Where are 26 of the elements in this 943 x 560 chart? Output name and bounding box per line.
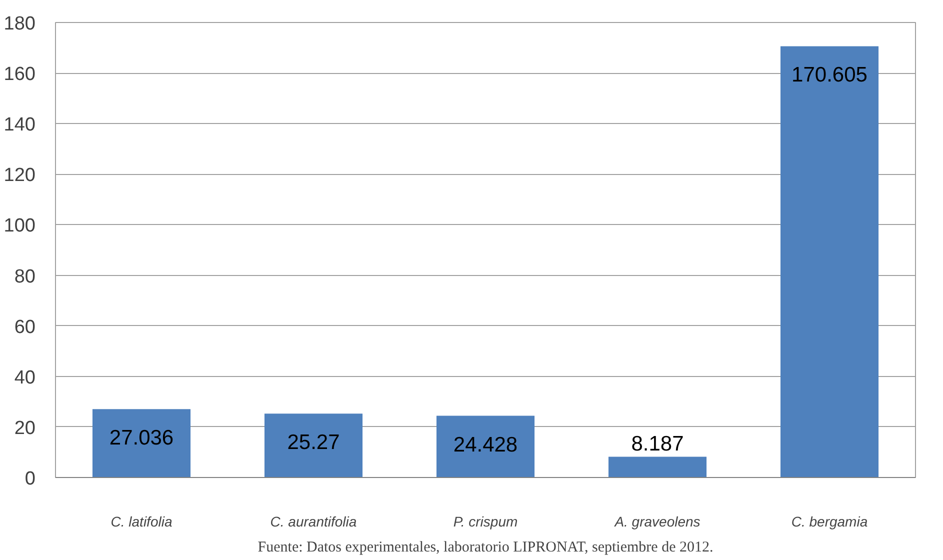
bar <box>436 416 535 478</box>
x-tick-label: C. aurantifolia <box>270 514 357 530</box>
data-label: 27.036 <box>109 426 174 450</box>
x-tick-label: C. bergamia <box>791 514 868 530</box>
source-note: Fuente: Datos experimentales, laboratorio LIPRONAT, septiembre de 2012. <box>258 540 714 556</box>
bar <box>608 456 707 478</box>
y-tick-label: 160 <box>4 64 36 86</box>
y-tick-label: 60 <box>14 316 36 338</box>
data-label: 24.428 <box>453 433 518 456</box>
bar <box>92 409 191 478</box>
bar <box>780 46 879 478</box>
x-tick-label: P. crispum <box>453 514 518 530</box>
y-tick-label: 20 <box>14 418 36 439</box>
x-tick-label: C. latifolia <box>110 514 172 530</box>
data-label: 170.605 <box>792 64 868 87</box>
y-tick-label: 40 <box>14 367 36 388</box>
x-tick-label: A. graveolens <box>614 514 700 530</box>
bar <box>264 414 363 478</box>
data-label: 25.27 <box>287 431 340 454</box>
y-tick-label: 140 <box>4 114 36 136</box>
y-tick-label: 100 <box>4 216 36 237</box>
y-tick-label: 180 <box>4 14 36 34</box>
y-tick-label: 120 <box>4 165 36 186</box>
y-tick-label: 80 <box>14 266 36 288</box>
y-tick-label: 0 <box>24 468 36 490</box>
data-label: 8.187 <box>631 432 684 456</box>
